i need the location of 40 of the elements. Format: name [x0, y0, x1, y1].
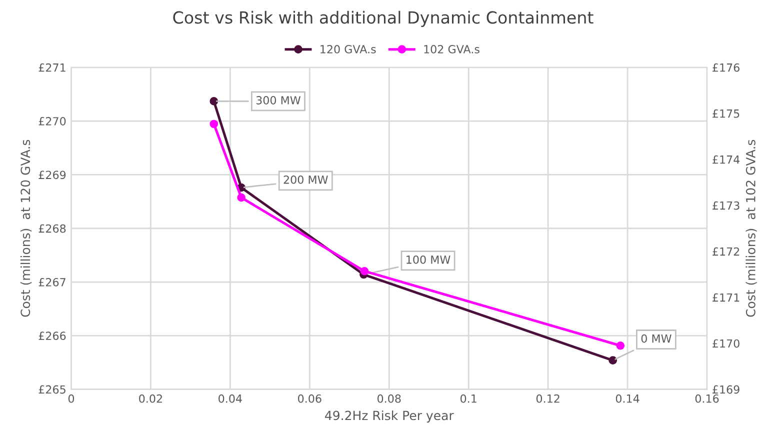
y-tick-label: £270: [38, 117, 66, 126]
annotation: 100 MW: [406, 255, 450, 264]
point: [237, 193, 246, 202]
y2-tick-label: £174: [712, 155, 740, 164]
y-axis-title: Cost (millions) at 120 GVA.s: [20, 140, 32, 317]
y2-tick-label: £171: [712, 293, 740, 302]
point: [210, 97, 218, 106]
chart-title: Cost vs Risk with additional Dynamic Containment: [173, 10, 594, 28]
y2-tick-label: £172: [712, 247, 740, 256]
x-tick-label: 0.06: [298, 394, 322, 403]
y2-axis-title: Cost (millions) at 102 GVA.s: [746, 140, 757, 317]
x-tick-label: 0.12: [536, 394, 560, 403]
point: [608, 356, 618, 365]
y-tick-label: £269: [38, 170, 66, 180]
point: [360, 266, 369, 276]
x-tick-label: 0: [68, 394, 74, 403]
y-tick-label: £271: [38, 63, 66, 72]
annotation: 0 MW: [641, 334, 672, 343]
y2-tick-label: £169: [712, 385, 740, 394]
x-tick-label: 0.08: [377, 394, 401, 403]
x-tick-label: 0.16: [695, 394, 719, 403]
y2-tick-label: £170: [712, 339, 740, 348]
legend-label: 102 GVA.s: [424, 44, 480, 54]
y2-tick-label: £175: [712, 109, 740, 118]
annotation: 300 MW: [256, 96, 301, 104]
y-tick-label: £266: [38, 332, 66, 340]
point: [616, 341, 625, 350]
y2-tick-label: £176: [712, 63, 740, 72]
x-tick-label: 0.04: [218, 394, 242, 403]
point: [210, 120, 218, 128]
y-tick-label: £267: [38, 278, 66, 286]
legend-label: 120 GVA.s: [320, 44, 376, 54]
y2-tick-label: £173: [712, 201, 740, 210]
y-tick-label: £268: [38, 224, 66, 233]
x-tick-label: 0.14: [616, 394, 640, 403]
y-tick-label: £265: [38, 385, 66, 394]
x-tick-label: 0.1: [460, 394, 476, 403]
annotation: 200 MW: [284, 175, 328, 184]
x-axis-title: 49.2Hz Risk Per year: [325, 410, 454, 423]
x-tick-label: 0.02: [139, 394, 162, 403]
